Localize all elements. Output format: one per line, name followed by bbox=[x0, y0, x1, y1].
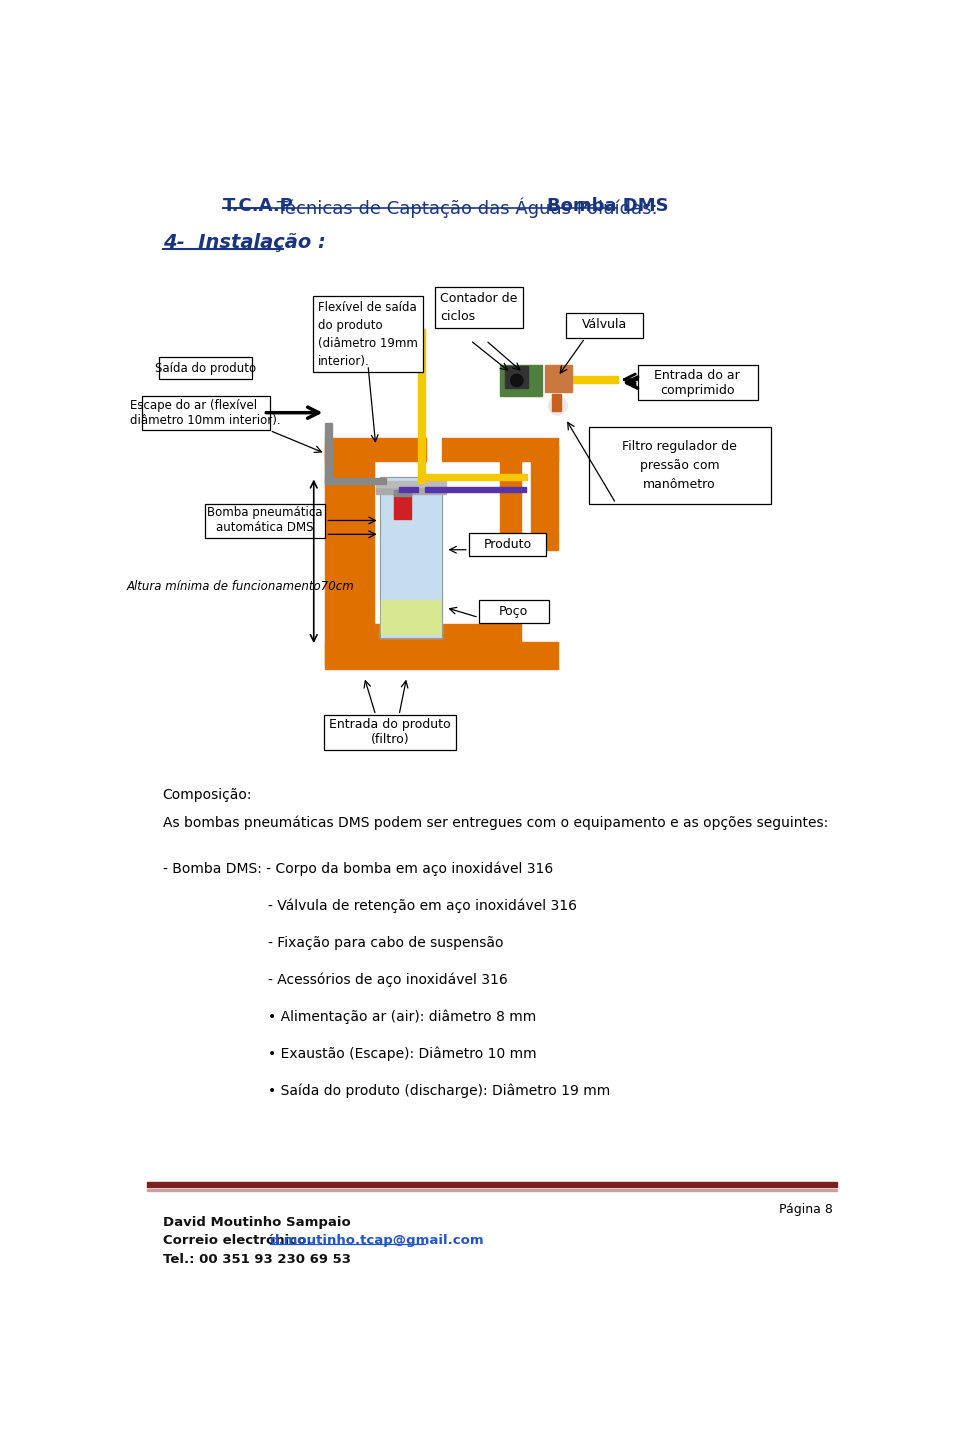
Bar bbox=[588, 427, 771, 503]
Bar bbox=[375, 481, 445, 487]
Bar bbox=[394, 494, 411, 519]
Bar bbox=[500, 450, 521, 550]
Bar bbox=[419, 474, 527, 480]
Text: Bomba pneumática
automática DMS: Bomba pneumática automática DMS bbox=[207, 506, 323, 535]
Text: • Saída do produto (discharge): Diâmetro 19 mm: • Saída do produto (discharge): Diâmetro… bbox=[162, 1083, 610, 1098]
Text: Composição:: Composição: bbox=[162, 789, 252, 802]
Bar bbox=[352, 625, 521, 647]
Text: • Exaustão (Escape): Diâmetro 10 mm: • Exaustão (Escape): Diâmetro 10 mm bbox=[162, 1046, 537, 1061]
Text: - Acessórios de aço inoxidável 316: - Acessórios de aço inoxidável 316 bbox=[162, 973, 508, 987]
Bar bbox=[425, 487, 526, 491]
Text: T.C.A.P.: T.C.A.P. bbox=[223, 197, 298, 216]
Bar bbox=[142, 395, 270, 431]
Bar bbox=[572, 375, 618, 382]
Text: Saída do produto: Saída do produto bbox=[155, 362, 255, 375]
Bar bbox=[325, 479, 386, 484]
Text: Flexível de saída
do produto
(diâmetro 19mm
interior).: Flexível de saída do produto (diâmetro 1… bbox=[318, 300, 418, 368]
Text: As bombas pneumáticas DMS podem ser entregues com o equipamento e as opções segu: As bombas pneumáticas DMS podem ser entr… bbox=[162, 815, 828, 831]
Bar bbox=[544, 365, 572, 392]
Bar bbox=[325, 642, 558, 670]
Bar bbox=[565, 313, 643, 338]
Text: d.moutinho.tcap@gmail.com: d.moutinho.tcap@gmail.com bbox=[270, 1234, 484, 1247]
Text: Página 8: Página 8 bbox=[780, 1203, 833, 1216]
Circle shape bbox=[548, 397, 567, 415]
Bar bbox=[442, 438, 558, 461]
Bar bbox=[505, 366, 528, 388]
Bar bbox=[379, 477, 442, 638]
Bar bbox=[399, 487, 419, 491]
Text: - Bomba DMS: - Corpo da bomba em aço inoxidável 316: - Bomba DMS: - Corpo da bomba em aço ino… bbox=[162, 862, 553, 877]
Bar bbox=[637, 365, 757, 399]
Text: 4-  Instalação :: 4- Instalação : bbox=[162, 233, 325, 251]
Bar bbox=[147, 1188, 837, 1191]
Text: Tel.: 00 351 93 230 69 53: Tel.: 00 351 93 230 69 53 bbox=[162, 1253, 350, 1266]
Bar bbox=[419, 329, 425, 483]
Bar bbox=[147, 1181, 837, 1187]
Text: Entrada do ar
comprimido: Entrada do ar comprimido bbox=[655, 369, 740, 397]
Text: Poço: Poço bbox=[499, 605, 528, 618]
Text: - Válvula de retenção em aço inoxidável 316: - Válvula de retenção em aço inoxidável … bbox=[162, 898, 577, 912]
Text: Escape do ar (flexível
diâmetro 10mm interior).: Escape do ar (flexível diâmetro 10mm int… bbox=[130, 399, 280, 427]
Bar bbox=[375, 487, 445, 493]
Text: David Moutinho Sampaio: David Moutinho Sampaio bbox=[162, 1216, 350, 1229]
Bar bbox=[468, 533, 546, 556]
Text: Produto: Produto bbox=[484, 537, 532, 550]
Text: Técnicas de Captação das Águas Poluídas:: Técnicas de Captação das Águas Poluídas: bbox=[271, 197, 663, 217]
Bar bbox=[479, 599, 548, 622]
Text: Bomba DMS: Bomba DMS bbox=[547, 197, 669, 216]
Circle shape bbox=[511, 374, 523, 387]
Bar bbox=[394, 490, 411, 496]
Text: Correio electrónico:: Correio electrónico: bbox=[162, 1234, 316, 1247]
Bar bbox=[325, 438, 426, 461]
Bar bbox=[352, 454, 374, 642]
Text: Contador de
ciclos: Contador de ciclos bbox=[440, 292, 517, 323]
Text: • Alimentação ar (air): diâmetro 8 mm: • Alimentação ar (air): diâmetro 8 mm bbox=[162, 1009, 536, 1025]
Text: - Fixação para cabo de suspensão: - Fixação para cabo de suspensão bbox=[162, 935, 503, 950]
Bar bbox=[158, 358, 252, 379]
Bar bbox=[531, 445, 558, 550]
Bar bbox=[381, 599, 440, 635]
Bar bbox=[325, 445, 352, 665]
Text: Válvula: Válvula bbox=[582, 319, 627, 332]
Bar bbox=[205, 503, 325, 539]
Text: Altura mínima de funcionamento70cm: Altura mínima de funcionamento70cm bbox=[126, 581, 354, 593]
Bar bbox=[324, 716, 456, 750]
Bar bbox=[379, 477, 442, 638]
Bar bbox=[325, 422, 331, 484]
Bar bbox=[552, 394, 561, 411]
Text: Filtro regulador de
pressão com
manômetro: Filtro regulador de pressão com manômetr… bbox=[622, 440, 737, 490]
Bar bbox=[500, 365, 542, 395]
Text: Entrada do produto
(filtro): Entrada do produto (filtro) bbox=[329, 718, 450, 746]
